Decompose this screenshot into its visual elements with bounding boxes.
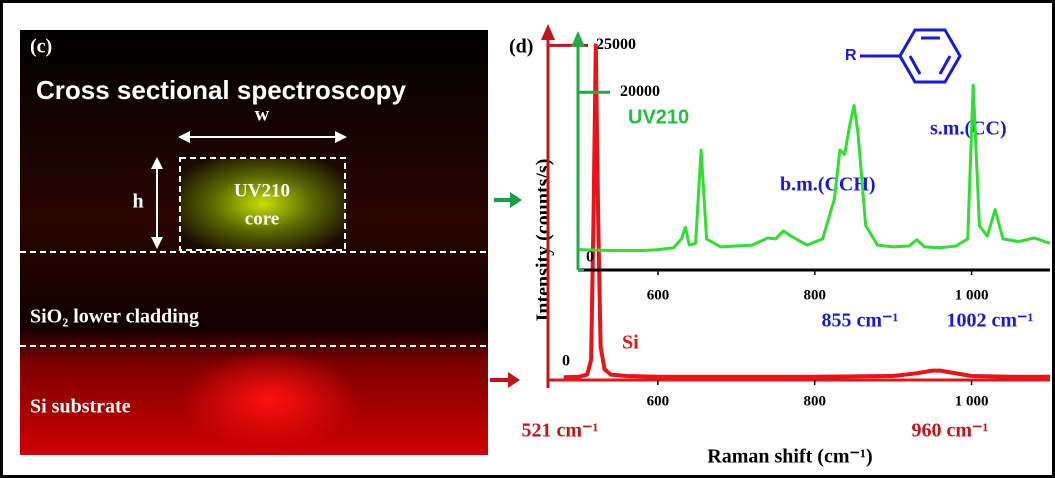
- y-tick-label: 25000: [596, 36, 636, 53]
- annotation: 521 cm⁻¹: [521, 420, 598, 442]
- panel-c: (c) Cross sectional spectroscopy w h UV2…: [20, 30, 488, 455]
- layer-label: Si substrate: [30, 396, 131, 418]
- molecule-label: R: [845, 47, 857, 64]
- annotation: 855 cm⁻¹: [821, 310, 898, 332]
- panel-title: Cross sectional spectroscopy: [36, 75, 406, 105]
- annotation: s.m.(CC): [930, 118, 1007, 140]
- x-tick-label: 600: [647, 393, 670, 409]
- series-label: Si: [622, 332, 639, 354]
- y-tick-label: 20000: [620, 83, 660, 100]
- panel-label: (d): [509, 36, 533, 58]
- core-glow: [180, 158, 345, 250]
- x-tick-label: 1 000: [955, 393, 989, 409]
- x-tick-label: 1 000: [955, 287, 989, 303]
- core-label: UV210: [234, 180, 290, 201]
- y-axis-label: Intensity (counts/s): [533, 159, 555, 322]
- figure: (c) Cross sectional spectroscopy w h UV2…: [0, 0, 1055, 478]
- x-tick-label: 600: [647, 287, 670, 303]
- layer-label: SiO₂ lower cladding: [30, 306, 199, 328]
- x-axis-label: Raman shift (cm⁻¹): [707, 446, 872, 468]
- glow: [180, 350, 360, 450]
- annotation: 1002 cm⁻¹: [946, 310, 1033, 332]
- core-label: core: [245, 208, 279, 229]
- annotation: 960 cm⁻¹: [911, 420, 988, 442]
- series-label: UV210: [628, 106, 689, 128]
- panel-label: (c): [30, 36, 52, 58]
- width-label: w: [255, 104, 270, 126]
- x-tick-label: 800: [804, 287, 827, 303]
- height-label: h: [132, 191, 143, 213]
- x-tick-label: 800: [803, 393, 826, 409]
- y-tick-label: 0: [562, 353, 570, 370]
